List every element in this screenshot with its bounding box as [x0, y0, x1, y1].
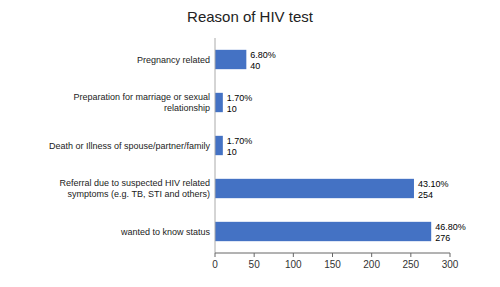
value-label: 10	[227, 104, 237, 114]
x-tick-label: 0	[212, 259, 218, 270]
x-tick	[450, 253, 451, 257]
category-label: Pregnancy related	[137, 55, 210, 65]
x-tick	[332, 253, 333, 257]
title: Reason of HIV test	[187, 8, 314, 25]
bars	[215, 50, 431, 241]
percentage-label: 43.10%	[418, 179, 449, 189]
value-label: 276	[435, 233, 450, 243]
category-label: Referral due to suspected HIV relatedsym…	[59, 178, 210, 199]
x-tick	[215, 253, 216, 257]
value-label: 254	[418, 190, 433, 200]
x-tick-label: 200	[363, 259, 380, 270]
x-tick	[371, 253, 372, 257]
bar	[215, 50, 246, 69]
bar	[215, 179, 414, 198]
category-label: wanted to know status	[120, 227, 211, 237]
value-label: 10	[227, 147, 237, 157]
percentage-label: 1.70%	[227, 93, 253, 103]
x-tick-label: 300	[442, 259, 459, 270]
x-tick-label: 50	[249, 259, 261, 270]
x-tick	[410, 253, 411, 257]
bar	[215, 222, 431, 241]
chart: Reason of HIV test 46.80%276 43.10%254 1.70…	[0, 0, 500, 287]
zero-line	[215, 38, 216, 253]
x-tick	[293, 253, 294, 257]
category-label: Death or Illness of spouse/partner/famil…	[49, 141, 211, 151]
bar	[215, 136, 223, 155]
x-tick	[254, 253, 255, 257]
x-tick-label: 150	[324, 259, 341, 270]
x-tick-label: 250	[402, 259, 419, 270]
x-tick-label: 100	[285, 259, 302, 270]
percentage-label: 46.80%	[435, 222, 466, 232]
category-label: Preparation for marriage or sexualrelati…	[73, 92, 210, 113]
value-label: 40	[250, 61, 260, 71]
percentage-label: 6.80%	[250, 50, 276, 60]
bar	[215, 93, 223, 112]
percentage-label: 1.70%	[227, 136, 253, 146]
